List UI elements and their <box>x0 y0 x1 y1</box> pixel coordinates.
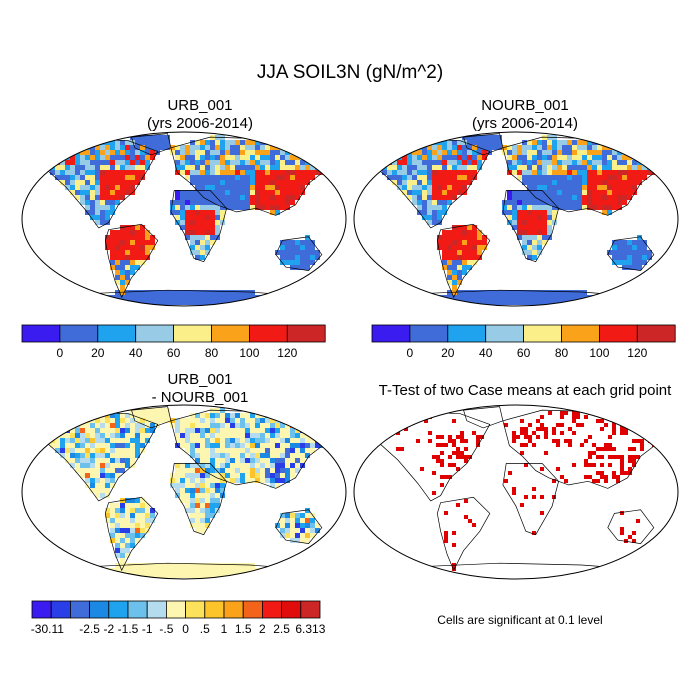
colorbar-tick-label: 0 <box>57 346 64 360</box>
colorbar-tick-label: 80 <box>205 346 219 360</box>
colorbar-tick-label: 60 <box>517 346 531 360</box>
colorbar-swatch <box>21 324 61 343</box>
panel-title-ttest: T-Test of two Case means at each grid po… <box>350 382 700 400</box>
colorbar-swatch <box>636 324 676 343</box>
colorbar-swatch <box>146 600 167 619</box>
colorbar-diff: -30.11 -2.5 -2 -1.5 -1 -.5 0 .5 1 1.5 2 2.5 6.313 <box>31 600 326 636</box>
panel-subtitle-line: (yrs 2006-2014) <box>472 115 578 132</box>
colorbar-tick-label: -2.5 <box>79 622 100 636</box>
colorbar-swatch <box>598 324 638 343</box>
colorbar-swatch <box>135 324 174 343</box>
colorbar-tick-label: .5 <box>200 622 210 636</box>
colorbar-swatch <box>173 324 212 343</box>
colorbar-swatch <box>261 600 282 619</box>
colorbar-swatch <box>50 600 71 619</box>
colorbar-tick-label: 40 <box>479 346 493 360</box>
map-ttest <box>353 404 679 580</box>
colorbar-urb: 0 20 40 60 80 100 120 <box>21 324 326 360</box>
colorbar-tick-label: 60 <box>167 346 181 360</box>
colorbar-swatch <box>165 600 186 619</box>
colorbar-swatch <box>185 600 206 619</box>
colorbar-swatch <box>108 600 129 619</box>
colorbar-swatch <box>371 324 411 343</box>
colorbar-swatch <box>281 600 302 619</box>
map-nourb <box>353 131 679 307</box>
panel-title-line: T-Test of two Case means at each grid po… <box>378 382 672 399</box>
colorbar-tick-label: 40 <box>129 346 143 360</box>
colorbar-tick-label: 120 <box>277 346 297 360</box>
significance-note: Cells are significant at 0.1 level <box>437 613 603 627</box>
panel-title-nourb: NOURB_001 (yrs 2006-2014) <box>400 97 650 133</box>
colorbar-tick-label: 2 <box>259 622 266 636</box>
colorbar-swatch <box>242 600 263 619</box>
panel-title-line: NOURB_001 <box>481 97 569 114</box>
colorbar-tick-label: -.5 <box>159 622 173 636</box>
colorbar-swatch <box>204 600 225 619</box>
panel-subtitle-line: (yrs 2006-2014) <box>147 115 253 132</box>
colorbar-swatch <box>248 324 288 343</box>
colorbar-tick-label: 2.5 <box>273 622 290 636</box>
panel-title-diff: URB_001 - NOURB_001 <box>75 371 325 407</box>
colorbar-swatch <box>447 324 487 343</box>
panel-title-line: URB_001 <box>167 97 233 114</box>
colorbar-tick-label: -1.5 <box>118 622 139 636</box>
colorbar-tick-label: -2 <box>103 622 114 636</box>
colorbar-tick-label: 1.5 <box>235 622 252 636</box>
colorbar-swatch <box>97 324 137 343</box>
colorbar-swatch <box>70 600 91 619</box>
colorbar-swatch <box>89 600 110 619</box>
map-diff <box>21 404 347 580</box>
colorbar-swatch <box>223 600 244 619</box>
figure-title: JJA SOIL3N (gN/m^2) <box>256 62 444 83</box>
panel-title-urb: URB_001 (yrs 2006-2014) <box>75 97 325 133</box>
colorbar-tick-label: 100 <box>239 346 259 360</box>
colorbar-tick-label: 6.313 <box>295 622 325 636</box>
panel-title-line: URB_001 <box>167 371 233 388</box>
colorbar-nourb: 0 20 40 60 80 100 120 <box>371 324 676 360</box>
colorbar-swatch <box>127 600 148 619</box>
colorbar-swatch <box>300 600 321 619</box>
colorbar-tick-label: 80 <box>555 346 569 360</box>
colorbar-swatch <box>523 324 562 343</box>
colorbar-swatch <box>561 324 600 343</box>
colorbar-tick-label: 0 <box>182 622 189 636</box>
colorbar-swatch <box>286 324 326 343</box>
colorbar-tick-label: -1 <box>142 622 153 636</box>
panel-subtitle-line: - NOURB_001 <box>151 389 249 406</box>
colorbar-tick-label: 20 <box>441 346 455 360</box>
colorbar-swatch <box>59 324 99 343</box>
colorbar-tick-label: 120 <box>627 346 647 360</box>
map-urb <box>21 131 347 307</box>
colorbar-tick-label: -30.11 <box>31 622 64 636</box>
colorbar-tick-label: 0 <box>407 346 414 360</box>
colorbar-tick-label: 20 <box>91 346 105 360</box>
colorbar-swatch <box>211 324 250 343</box>
colorbar-tick-label: 1 <box>221 622 228 636</box>
colorbar-tick-label: 100 <box>589 346 609 360</box>
colorbar-swatch <box>31 600 52 619</box>
colorbar-swatch <box>409 324 449 343</box>
colorbar-swatch <box>485 324 524 343</box>
